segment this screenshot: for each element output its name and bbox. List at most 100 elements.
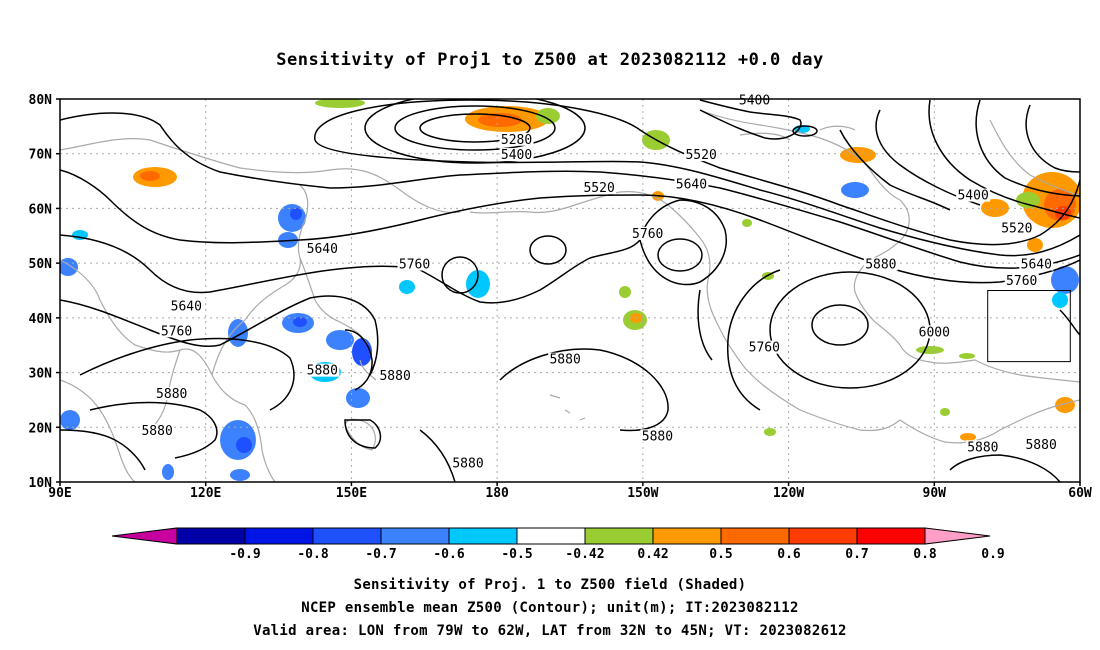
lat-label: 40N <box>29 312 53 327</box>
contour-label-bg <box>965 440 1000 454</box>
contour-label-bg <box>917 325 952 339</box>
contour-label-bg <box>737 93 772 107</box>
contour-label: 5640 <box>307 242 338 257</box>
contour-label-bg <box>451 456 485 470</box>
colorbar-swatch <box>516 527 586 545</box>
contour-label: 5640 <box>1021 258 1052 273</box>
colorbar-label: -0.8 <box>297 547 328 562</box>
captions: Sensitivity of Proj. 1 to Z500 field (Sh… <box>0 574 1100 643</box>
contour-label: 5400 <box>501 148 532 163</box>
lat-label: 10N <box>29 476 53 491</box>
contour-label: 5400 <box>739 93 770 108</box>
contour-label: 5760 <box>161 324 192 339</box>
contour-label: 5760 <box>1006 274 1037 289</box>
colorbar-upper-triangle <box>924 527 991 545</box>
colorbar-label: -0.5 <box>501 547 532 562</box>
contour-label: 5280 <box>501 133 532 148</box>
lat-label: 20N <box>29 421 53 436</box>
colorbar-label: -0.7 <box>365 547 396 562</box>
colorbar-swatch <box>720 527 790 545</box>
contour-label-bg <box>548 352 583 366</box>
contour-label-bg <box>1019 257 1054 271</box>
contour-label: 5880 <box>1025 438 1056 453</box>
contour-label-bg <box>140 423 175 437</box>
contour-label-bg <box>1004 273 1039 287</box>
contour-labels: 5400528054005520552056405640576056405760… <box>140 93 1059 472</box>
contour-label-bg <box>159 324 194 338</box>
colorbar-label: 0.8 <box>913 547 937 562</box>
valid-area-box <box>987 290 1071 363</box>
lat-label: 80N <box>29 93 53 108</box>
colorbar-label: 0.6 <box>777 547 801 562</box>
contour-label-bg <box>674 177 709 191</box>
caption-line-3: Valid area: LON from 79W to 62W, LAT fro… <box>253 623 847 639</box>
contour-label: 5760 <box>399 258 430 273</box>
contour-label-bg <box>397 257 432 271</box>
contour-label: 5880 <box>967 440 998 455</box>
contour-label-bg <box>154 387 189 401</box>
contour-label-bg <box>863 257 898 271</box>
lon-label: 90W <box>923 486 947 501</box>
colorbar-swatch <box>856 527 926 545</box>
contour-label: 5880 <box>549 353 580 368</box>
contour-label: 5640 <box>676 178 707 193</box>
contour-label: 5520 <box>1001 221 1032 236</box>
contour-label: 5880 <box>379 369 410 384</box>
contour-label: 5880 <box>156 387 187 402</box>
contour-label: 5880 <box>141 424 172 439</box>
contour-label: 5880 <box>307 364 338 379</box>
colorbar-swatch <box>312 527 382 545</box>
colorbar-label: 0.42 <box>637 547 668 562</box>
lon-label: 60W <box>1068 486 1092 501</box>
colorbar-swatch <box>244 527 314 545</box>
coastlines <box>60 109 1080 482</box>
contour-label-bg <box>305 363 340 377</box>
contour-label: 5880 <box>452 457 483 472</box>
colorbar-lower-triangle <box>111 527 178 545</box>
graticule <box>60 99 1080 482</box>
contour-label: 5880 <box>865 258 896 273</box>
caption-line-2: NCEP ensemble mean Z500 (Contour); unit(… <box>301 600 799 616</box>
lon-label: 150W <box>627 486 658 501</box>
contour-label-bg <box>1024 438 1059 452</box>
colorbar-label: -0.6 <box>433 547 464 562</box>
colorbar-label: -0.9 <box>229 547 260 562</box>
contour-label-bg <box>499 148 534 162</box>
lat-label: 60N <box>29 202 53 217</box>
axis-ticks <box>56 98 1081 486</box>
contour-label-bg <box>305 242 340 256</box>
caption-line-1: Sensitivity of Proj. 1 to Z500 field (Sh… <box>353 577 747 593</box>
contour-label-bg <box>956 188 991 202</box>
contour-label: 5760 <box>749 341 780 356</box>
colorbar-swatch <box>788 527 858 545</box>
contour-label: 5640 <box>171 300 202 315</box>
colorbar-label: 0.5 <box>709 547 732 562</box>
lon-label: 120W <box>773 486 804 501</box>
plot-frame <box>59 98 1081 483</box>
colorbar-swatch <box>584 527 654 545</box>
map-title: Sensitivity of Proj1 to Z500 at 20230821… <box>276 50 824 70</box>
z500-contours <box>60 99 1080 482</box>
contour-label: 5400 <box>957 189 988 204</box>
colorbar-swatch <box>448 527 518 545</box>
contour-label-bg <box>378 369 413 383</box>
colorbar: -0.9 -0.8 -0.7 -0.6 -0.5 -0.42 0.42 0.5 0.6 0.7 0.… <box>111 527 1005 562</box>
sensitivity-shading <box>60 99 1080 481</box>
colorbar-label: -0.42 <box>565 547 604 562</box>
contour-label-bg <box>582 180 617 194</box>
lon-label: 120E <box>190 486 221 501</box>
colorbar-label: 0.7 <box>845 547 868 562</box>
latitude-axis-labels: 80N 70N 60N 50N 40N 30N 20N 10N <box>29 93 53 491</box>
contour-label-bg <box>684 148 719 162</box>
longitude-axis-labels: 90E 120E 150E 180 150W 120W 90W 60W <box>48 486 1092 501</box>
contour-label: 5880 <box>642 429 673 444</box>
colorbar-swatch <box>380 527 450 545</box>
contour-label: 5520 <box>685 148 716 163</box>
contour-label: 5760 <box>632 227 663 242</box>
contour-label-bg <box>499 132 534 146</box>
contour-label: 6000 <box>919 325 950 340</box>
contour-label-bg <box>630 226 665 240</box>
lon-label: 150E <box>336 486 367 501</box>
lat-label: 70N <box>29 148 53 163</box>
